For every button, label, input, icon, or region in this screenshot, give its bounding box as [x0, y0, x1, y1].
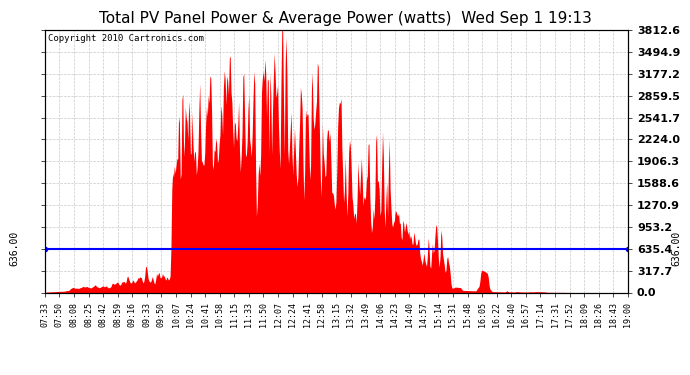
Text: 636.00: 636.00	[9, 231, 19, 266]
Text: Copyright 2010 Cartronics.com: Copyright 2010 Cartronics.com	[48, 34, 204, 43]
Text: Total PV Panel Power & Average Power (watts)  Wed Sep 1 19:13: Total PV Panel Power & Average Power (wa…	[99, 11, 591, 26]
Text: 636.00: 636.00	[671, 231, 682, 266]
